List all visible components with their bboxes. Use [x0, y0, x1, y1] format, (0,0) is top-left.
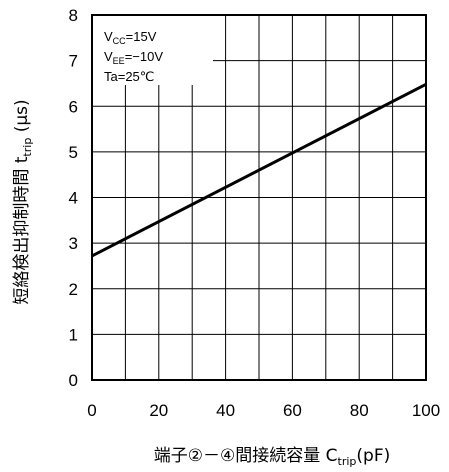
plot-frame: [91, 14, 427, 381]
x-tick-labels: 0 20 40 60 80 100: [87, 401, 440, 420]
x-tick-label: 40: [216, 401, 235, 420]
y-tick-label: 5: [69, 143, 78, 162]
y-tick-label: 6: [69, 97, 78, 116]
y-tick-label: 1: [69, 325, 78, 344]
y-tick-label: 8: [69, 6, 78, 25]
y-tick-label: 0: [69, 371, 78, 390]
x-axis-label: 端子②－④間接続容量 Ctrip(pF): [154, 446, 390, 468]
x-tick-label: 80: [350, 401, 369, 420]
series-layer: [91, 83, 427, 258]
series-line: [91, 83, 427, 258]
annotation-line: VEE=−10V: [104, 49, 163, 66]
y-tick-label: 7: [69, 52, 78, 71]
x-tick-label: 0: [87, 401, 96, 420]
y-tick-labels: 0 1 2 3 4 5 6 7 8: [69, 6, 78, 390]
x-tick-label: 100: [412, 401, 440, 420]
x-tick-label: 60: [283, 401, 302, 420]
y-axis-label: 短絡検出抑制時間 ttrip (μs): [12, 99, 34, 304]
y-tick-label: 4: [69, 189, 78, 208]
x-tick-label: 20: [149, 401, 168, 420]
y-tick-label: 2: [69, 280, 78, 299]
annotation-line: Ta=25℃: [104, 69, 154, 84]
y-tick-label: 3: [69, 234, 78, 253]
annotation-box: [93, 16, 213, 85]
annotation-line: VCC=15V: [104, 29, 157, 46]
annotations: VCC=15V VEE=−10V Ta=25℃: [104, 29, 163, 84]
